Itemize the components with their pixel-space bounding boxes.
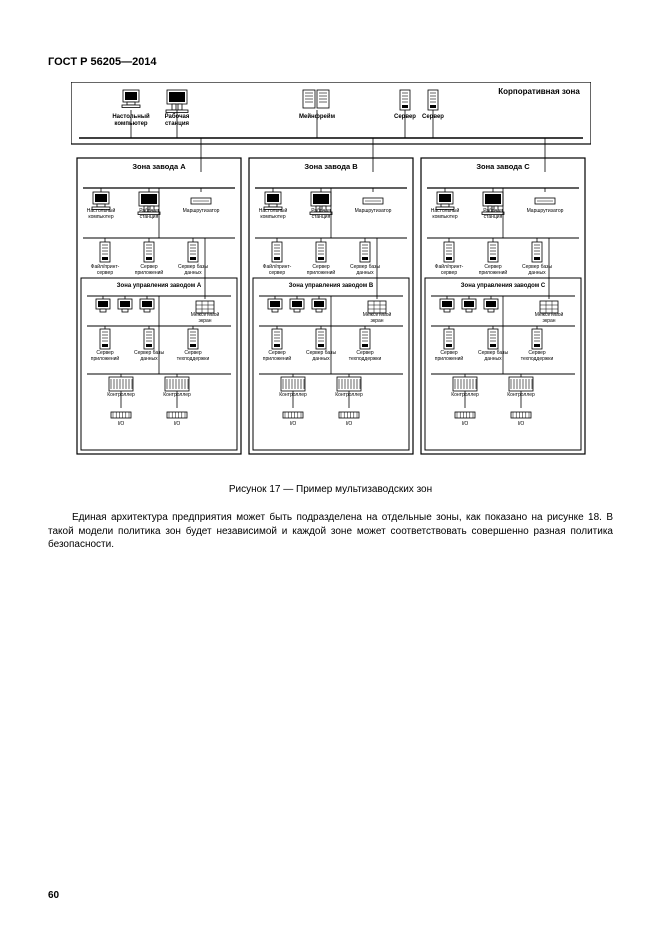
zones-diagram: Корпоративная зонаНастольныйкомпьютерРаб… <box>71 82 591 462</box>
svg-text:I/O: I/O <box>345 421 352 427</box>
diagram-container: Корпоративная зонаНастольныйкомпьютерРаб… <box>48 82 613 462</box>
svg-text:приложений: приложений <box>434 355 463 362</box>
svg-text:Зона управления заводом C: Зона управления заводом C <box>460 283 545 289</box>
svg-text:сервер: сервер <box>96 270 112 276</box>
svg-text:станция: станция <box>483 214 502 220</box>
svg-text:Маршрутизатор: Маршрутизатор <box>182 208 219 214</box>
svg-text:данных: данных <box>312 356 330 362</box>
svg-text:Зона управления заводом B: Зона управления заводом B <box>288 283 373 289</box>
svg-text:станция: станция <box>139 214 158 220</box>
svg-text:сервер: сервер <box>440 270 456 276</box>
body-paragraph: Единая архитектура предприятия может быт… <box>48 511 613 552</box>
page: ГОСТ Р 56205—2014 Корпоративная зона Наст… <box>0 0 661 935</box>
svg-text:экран: экран <box>542 318 555 324</box>
svg-text:данных: данных <box>184 270 202 276</box>
svg-text:Файл/принт-: Файл/принт- <box>434 263 463 270</box>
svg-text:экран: экран <box>370 318 383 324</box>
svg-text:Сервер: Сервер <box>394 114 416 120</box>
svg-text:приложений: приложений <box>262 355 291 362</box>
svg-text:Зона управления заводом A: Зона управления заводом A <box>116 283 201 289</box>
svg-text:приложений: приложений <box>90 355 119 362</box>
svg-text:компьютер: компьютер <box>88 214 113 220</box>
svg-text:Настольный: Настольный <box>112 113 150 120</box>
svg-text:Мейнфрейм: Мейнфрейм <box>298 113 335 120</box>
svg-text:Зона завода B: Зона завода B <box>304 162 358 171</box>
svg-text:Настольный: Настольный <box>430 207 459 214</box>
svg-text:I/O: I/O <box>117 421 124 427</box>
svg-text:Межсетевой: Межсетевой <box>534 311 563 318</box>
svg-text:данных: данных <box>356 270 374 276</box>
svg-text:Зона завода C: Зона завода C <box>476 162 530 171</box>
svg-text:сервер: сервер <box>268 270 284 276</box>
svg-text:приложений: приложений <box>478 269 507 276</box>
svg-text:Зона завода A: Зона завода A <box>132 162 186 171</box>
svg-text:I/O: I/O <box>517 421 524 427</box>
svg-text:Настольный: Настольный <box>258 207 287 214</box>
figure-caption: Рисунок 17 — Пример мультизаводских зон <box>48 484 613 495</box>
document-header: ГОСТ Р 56205—2014 <box>48 56 613 68</box>
svg-text:компьютер: компьютер <box>432 214 457 220</box>
svg-text:техподдержки: техподдержки <box>348 356 381 362</box>
svg-text:техподдержки: техподдержки <box>176 356 209 362</box>
svg-text:приложений: приложений <box>134 269 163 276</box>
svg-text:данных: данных <box>140 356 158 362</box>
svg-text:I/O: I/O <box>289 421 296 427</box>
svg-text:Межсетевой: Межсетевой <box>362 311 391 318</box>
svg-text:Корпоративная зона: Корпоративная зона <box>498 87 580 96</box>
svg-text:I/O: I/O <box>173 421 180 427</box>
svg-text:станция: станция <box>164 121 189 127</box>
svg-text:данных: данных <box>528 270 546 276</box>
svg-text:Маршрутизатор: Маршрутизатор <box>354 208 391 214</box>
svg-text:I/O: I/O <box>461 421 468 427</box>
svg-text:компьютер: компьютер <box>260 214 285 220</box>
svg-text:данных: данных <box>484 356 502 362</box>
svg-text:техподдержки: техподдержки <box>520 356 553 362</box>
svg-text:станция: станция <box>311 214 330 220</box>
svg-text:Файл/принт-: Файл/принт- <box>90 263 119 270</box>
svg-text:компьютер: компьютер <box>114 121 148 127</box>
page-number: 60 <box>48 890 59 901</box>
svg-text:Межсетевой: Межсетевой <box>190 311 219 318</box>
svg-text:Настольный: Настольный <box>86 207 115 214</box>
svg-text:приложений: приложений <box>306 269 335 276</box>
svg-text:экран: экран <box>198 318 211 324</box>
svg-text:Маршрутизатор: Маршрутизатор <box>526 208 563 214</box>
svg-text:Рабочая: Рабочая <box>164 113 189 120</box>
svg-text:Сервер: Сервер <box>422 114 444 120</box>
svg-text:Файл/принт-: Файл/принт- <box>262 263 291 270</box>
